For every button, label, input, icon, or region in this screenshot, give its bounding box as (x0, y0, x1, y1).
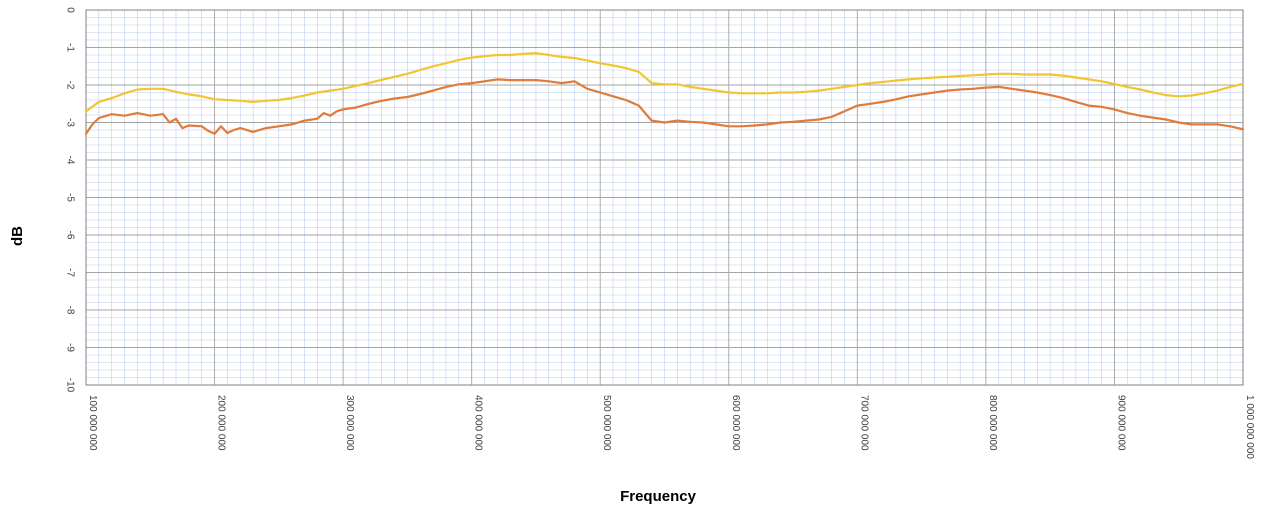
x-tick-label: 600 000 000 (730, 395, 741, 451)
x-tick-label: 1 000 000 000 (1244, 395, 1255, 459)
x-tick-label: 300 000 000 (344, 395, 355, 451)
y-axis-tick-labels: 0 -1 -2 -3 -4 -5 -6 -7 -8 -9 -10 (64, 7, 75, 392)
y-tick-label: -6 (64, 231, 75, 240)
series-line-2 (84, 78, 1245, 135)
x-tick-label: 800 000 000 (987, 395, 998, 451)
x-tick-label: 100 000 000 (87, 395, 98, 451)
x-axis-tick-labels: 100 000 000 200 000 000 300 000 000 400 000… (87, 395, 1255, 459)
x-tick-label: 200 000 000 (216, 395, 227, 451)
y-tick-label: -8 (64, 306, 75, 315)
x-tick-label: 400 000 000 (473, 395, 484, 451)
x-axis-title: Frequency (620, 488, 697, 505)
x-tick-label: 500 000 000 (601, 395, 612, 451)
y-tick-label: -9 (64, 343, 75, 352)
x-tick-label: 900 000 000 (1115, 395, 1126, 451)
y-tick-label: 0 (64, 7, 75, 13)
y-tick-label: -1 (64, 43, 75, 52)
y-tick-label: -7 (64, 268, 75, 277)
plot-series-group (84, 51, 1245, 135)
y-tick-label: -3 (64, 118, 75, 127)
y-tick-label: -2 (64, 81, 75, 90)
x-tick-label: 700 000 000 (858, 395, 869, 451)
series-line-1 (84, 51, 1245, 113)
y-tick-label: -10 (64, 378, 75, 393)
y-axis-title: dB (9, 226, 26, 246)
y-tick-label: -4 (64, 156, 75, 165)
y-tick-label: -5 (64, 193, 75, 202)
plot-area-border (85, 9, 1244, 386)
